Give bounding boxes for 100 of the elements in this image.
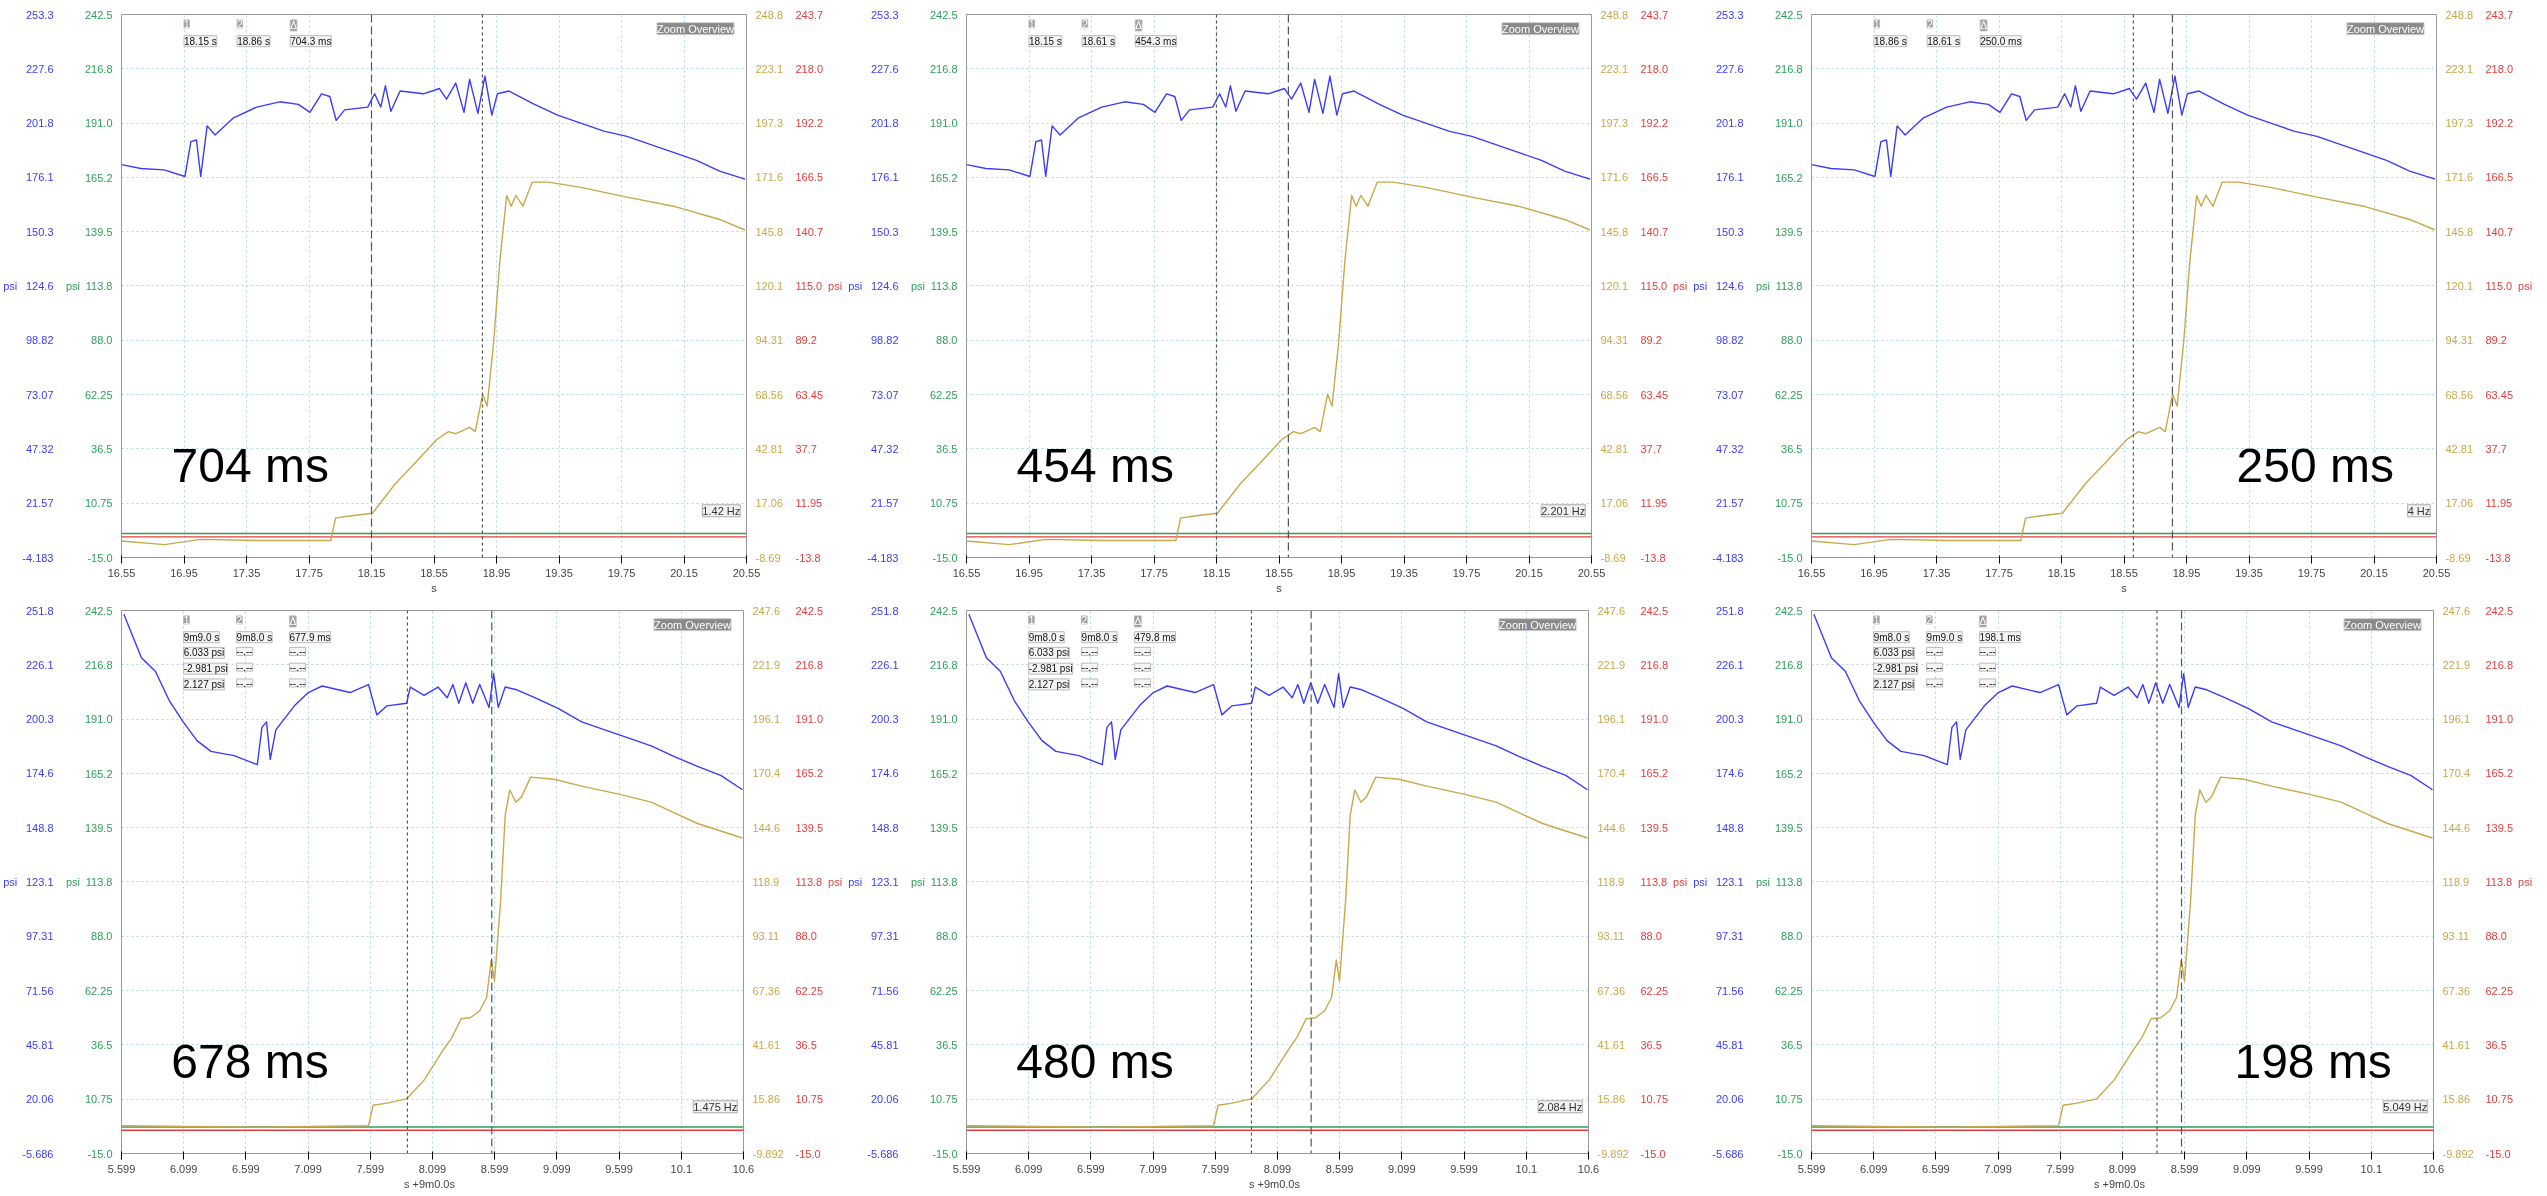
y-tick-label: 200.3	[1715, 713, 1744, 726]
x-tick-label: 20.55	[732, 566, 761, 579]
text: psi	[1673, 280, 1688, 292]
y2-tick-label: 88.0	[936, 930, 958, 943]
y2-tick-label: -15.0	[87, 551, 113, 564]
annotation: --.--	[1926, 677, 1943, 689]
y-axis-title: psi	[3, 876, 18, 888]
y-tick-label: 45.81	[25, 1038, 54, 1051]
y-tick-label: 21.57	[870, 497, 899, 510]
annotation: 1.42 Hz	[702, 504, 741, 517]
x-axis-title: s +9m0.0s	[403, 1177, 456, 1190]
text: 10.75	[795, 1093, 824, 1106]
annotation: --.--	[1134, 677, 1151, 689]
y2-tick-label: 113.8	[85, 875, 113, 888]
y3-tick-label: 223.1	[755, 62, 784, 75]
y2-tick-label: 165.2	[1774, 767, 1803, 780]
x-tick-label: 16.95	[1015, 566, 1043, 579]
y-tick-label: 251.8	[25, 604, 54, 617]
x-tick-label: 18.95	[1327, 566, 1356, 579]
y-axis-title: psi	[1693, 280, 1708, 292]
x-tick-label: 18.55	[420, 566, 448, 579]
y-tick-label: 227.6	[1715, 62, 1744, 75]
y-tick-label: 47.32	[25, 442, 54, 455]
y-tick-label: 73.07	[870, 388, 899, 401]
text: 218.0	[1640, 62, 1669, 75]
line-series	[966, 776, 1589, 1128]
annotation: --.--	[1926, 662, 1943, 674]
y2-tick-label: 242.5	[84, 8, 113, 21]
y-tick-label: 73.07	[1715, 388, 1744, 401]
text: 243.7	[1640, 8, 1669, 21]
line-series	[121, 181, 746, 546]
y3-tick-label: 67.36	[2442, 984, 2471, 997]
text: 89.2	[1640, 334, 1662, 347]
text: psi	[828, 876, 843, 888]
annotation: --.--	[1081, 662, 1098, 674]
x-tick-label: 6.599	[232, 1162, 260, 1175]
annotation: Δ	[290, 19, 298, 31]
text: -15.0	[795, 1147, 821, 1160]
annotation: 1	[183, 614, 190, 626]
annotation: 1	[1028, 614, 1035, 626]
y-tick-label: 21.57	[1715, 497, 1744, 510]
text: 11.95	[1640, 497, 1668, 510]
y-tick-label: -5.686	[867, 1147, 899, 1160]
annotation: 2	[236, 614, 243, 626]
y2-axis-title: psi	[910, 280, 925, 292]
y2-tick-label: 113.8	[930, 279, 958, 292]
y2-tick-label: 36.5	[91, 442, 113, 455]
y2-tick-label: 139.5	[84, 821, 113, 834]
y3-tick-label: 42.81	[755, 442, 784, 455]
y-tick-label: 124.6	[25, 279, 54, 292]
y2-tick-label: 62.25	[84, 984, 113, 997]
x-tick-label: 9.099	[2233, 1162, 2261, 1175]
y-tick-label: 97.31	[1715, 930, 1744, 943]
line-series	[966, 75, 1591, 180]
y3-tick-label: -9.892	[1597, 1147, 1629, 1160]
text: 88.0	[2485, 930, 2507, 943]
y3-tick-label: 248.8	[1600, 8, 1629, 21]
y2-tick-label: 10.75	[929, 497, 958, 510]
annotation: 9m9.0 s	[1926, 631, 1963, 643]
line-series	[1811, 181, 2436, 546]
x-tick-label: 10.1	[2360, 1162, 2383, 1175]
y2-tick-label: 62.25	[1774, 388, 1803, 401]
text: 11.95	[2485, 497, 2513, 510]
y2-tick-label: 191.0	[84, 713, 113, 726]
text: 36.5	[795, 1038, 817, 1051]
annotation: --.--	[236, 677, 253, 689]
y3-tick-label: 144.6	[752, 821, 781, 834]
x-tick-label: 19.75	[2297, 566, 2326, 579]
y-axis-title: psi	[848, 876, 863, 888]
y3-tick-label: -9.892	[752, 1147, 784, 1160]
annotation: 1	[184, 18, 190, 30]
y-tick-label: 227.6	[25, 62, 54, 75]
y-tick-label: 20.06	[25, 1093, 54, 1106]
y-tick-label: 253.3	[870, 8, 899, 21]
text: 218.0	[2485, 62, 2514, 75]
y-tick-label: 124.6	[870, 279, 899, 292]
annotation: 1	[1029, 18, 1035, 30]
x-tick-label: 9.099	[1388, 1162, 1416, 1175]
x-tick-label: 20.15	[670, 566, 698, 579]
annotation: Δ	[1134, 615, 1142, 627]
text: psi	[2518, 876, 2533, 888]
text: 10.75	[2485, 1093, 2514, 1106]
x-tick-label: 8.099	[1263, 1162, 1292, 1175]
y-tick-label: 174.6	[1715, 767, 1744, 780]
y3-tick-label: 144.6	[2442, 821, 2471, 834]
y-tick-label: 150.3	[870, 225, 899, 238]
y-tick-label: 226.1	[25, 658, 54, 671]
y2-tick-label: 139.5	[929, 225, 958, 238]
y3-tick-label: 197.3	[2445, 117, 2474, 130]
y-tick-label: 176.1	[870, 171, 899, 184]
annotation: --.--	[236, 662, 253, 674]
y2-tick-label: 165.2	[929, 171, 958, 184]
text: 113.8	[1640, 875, 1668, 888]
y3-tick-label: -8.69	[755, 551, 781, 564]
y-tick-label: 201.8	[870, 117, 899, 130]
y-tick-label: 150.3	[1715, 225, 1744, 238]
annotation: 2	[1082, 18, 1089, 30]
x-tick-label: 6.599	[1077, 1162, 1105, 1175]
annotation: Zoom Overview	[656, 22, 735, 35]
y-tick-label: 45.81	[870, 1038, 899, 1051]
